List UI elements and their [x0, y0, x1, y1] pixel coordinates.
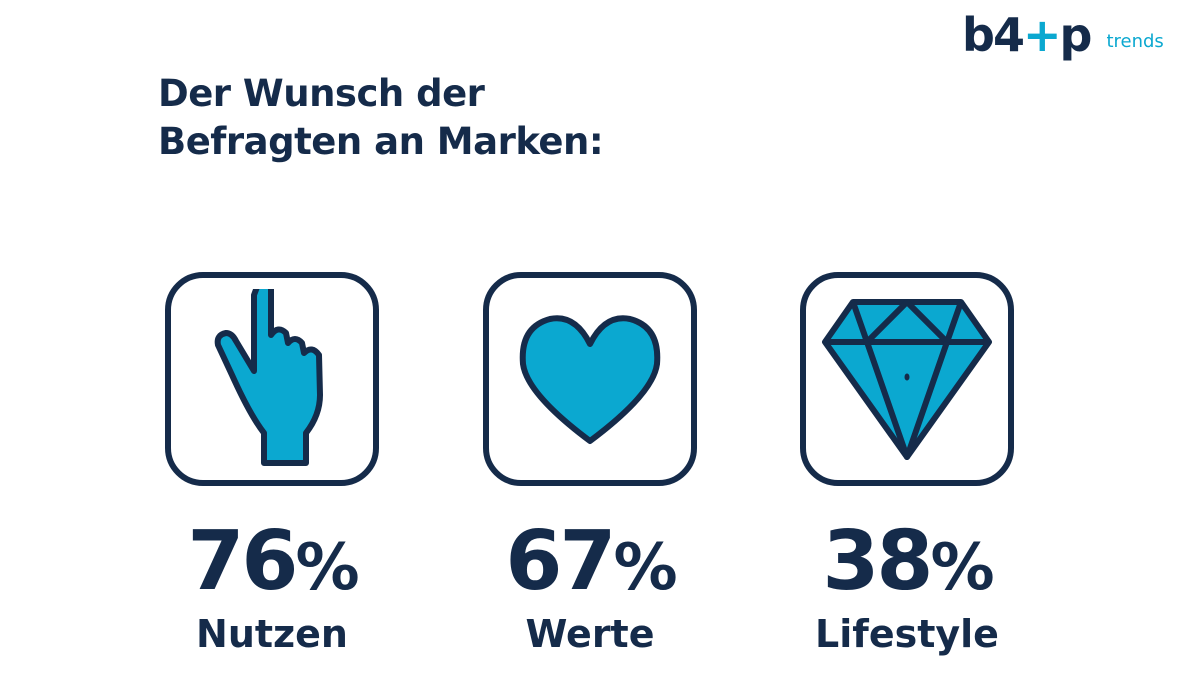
- icon-box: [800, 272, 1014, 486]
- stat-card-lifestyle: 38% Lifestyle: [800, 272, 1014, 654]
- stat-card-nutzen: 76% Nutzen: [165, 272, 379, 654]
- diamond-icon: [822, 298, 992, 460]
- logo-subtitle: trends: [1106, 31, 1164, 52]
- page-title: Der Wunsch der Befragten an Marken:: [158, 70, 604, 166]
- stat-value: 38%: [822, 514, 994, 609]
- stat-card-werte: 67% Werte: [483, 272, 697, 654]
- pointing-hand-icon: [214, 289, 323, 466]
- icon-box: [165, 272, 379, 486]
- logo-mark: b4+p: [962, 8, 1092, 62]
- stat-label: Nutzen: [196, 612, 348, 656]
- heart-icon: [519, 315, 661, 444]
- stat-label: Lifestyle: [815, 612, 999, 656]
- stat-value: 67%: [505, 514, 677, 609]
- icon-box: [483, 272, 697, 486]
- stat-label: Werte: [525, 612, 655, 656]
- stat-value: 76%: [187, 514, 359, 609]
- title-line-1: Der Wunsch der: [158, 72, 485, 115]
- b4p-trends-logo: b4+p trends: [962, 10, 1164, 60]
- title-line-2: Befragten an Marken:: [158, 120, 604, 163]
